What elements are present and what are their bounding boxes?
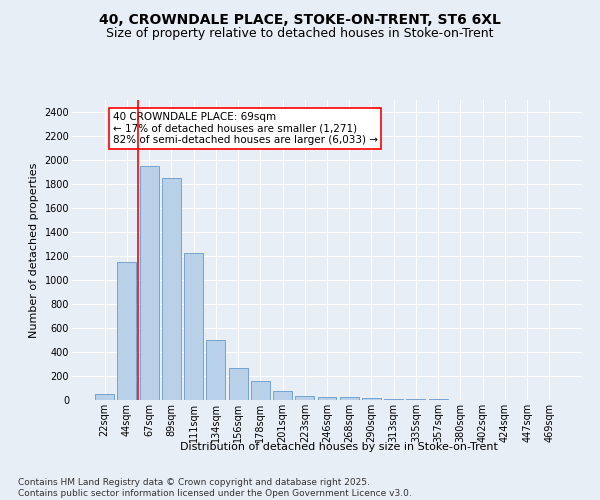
Bar bbox=[229, 368, 248, 400]
Bar bbox=[162, 178, 181, 400]
Bar bbox=[95, 394, 114, 400]
Text: 40, CROWNDALE PLACE, STOKE-ON-TRENT, ST6 6XL: 40, CROWNDALE PLACE, STOKE-ON-TRENT, ST6… bbox=[99, 12, 501, 26]
Text: Contains HM Land Registry data © Crown copyright and database right 2025.
Contai: Contains HM Land Registry data © Crown c… bbox=[18, 478, 412, 498]
Text: 40 CROWNDALE PLACE: 69sqm
← 17% of detached houses are smaller (1,271)
82% of se: 40 CROWNDALE PLACE: 69sqm ← 17% of detac… bbox=[113, 112, 378, 145]
Bar bbox=[140, 166, 158, 400]
Text: Distribution of detached houses by size in Stoke-on-Trent: Distribution of detached houses by size … bbox=[180, 442, 498, 452]
Bar bbox=[206, 340, 225, 400]
Bar bbox=[317, 396, 337, 400]
Bar bbox=[362, 398, 381, 400]
Bar bbox=[384, 399, 403, 400]
Bar bbox=[273, 391, 292, 400]
Y-axis label: Number of detached properties: Number of detached properties bbox=[29, 162, 39, 338]
Bar bbox=[340, 398, 359, 400]
Bar bbox=[295, 396, 314, 400]
Bar bbox=[406, 399, 425, 400]
Text: Size of property relative to detached houses in Stoke-on-Trent: Size of property relative to detached ho… bbox=[106, 28, 494, 40]
Bar bbox=[251, 381, 270, 400]
Bar bbox=[118, 262, 136, 400]
Bar bbox=[184, 253, 203, 400]
